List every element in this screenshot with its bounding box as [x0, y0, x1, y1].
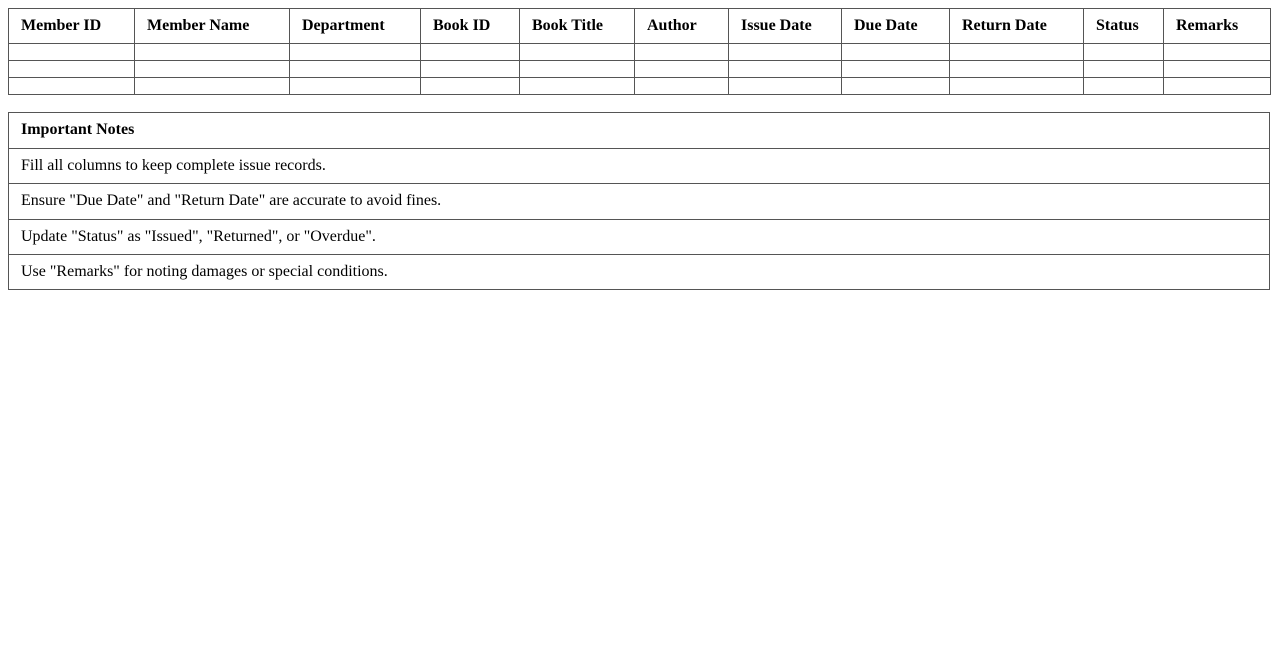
column-header-status: Status [1083, 7, 1164, 45]
note-text: Use "Remarks" for noting damages or spec… [8, 253, 1270, 291]
issue-cell [728, 43, 842, 62]
column-header-due-date: Due Date [841, 7, 950, 45]
note-text: Fill all columns to keep complete issue … [8, 147, 1270, 185]
issue-cell [949, 60, 1084, 79]
issue-cell [634, 60, 729, 79]
issue-cell [289, 77, 421, 96]
column-header-remarks: Remarks [1163, 7, 1271, 45]
column-header-book-id: Book ID [420, 7, 520, 45]
issue-cell [949, 77, 1084, 96]
issue-cell [519, 43, 635, 62]
issue-cell [1163, 60, 1271, 79]
issue-cell [728, 60, 842, 79]
notes-table-body: Fill all columns to keep complete issue … [8, 147, 1270, 291]
column-header-member-id: Member ID [8, 7, 135, 45]
issue-cell [949, 43, 1084, 62]
book-issue-table: Member ID Member Name Department Book ID Boo… [8, 7, 1271, 96]
issue-cell [420, 43, 520, 62]
note-row: Fill all columns to keep complete issue … [8, 147, 1270, 185]
column-header-author: Author [634, 7, 729, 45]
issue-cell [134, 43, 290, 62]
issue-cell [289, 43, 421, 62]
issue-cell [289, 60, 421, 79]
note-text: Update "Status" as "Issued", "Returned",… [8, 218, 1270, 255]
issue-cell [634, 77, 729, 96]
issue-cell [134, 77, 290, 96]
column-header-department: Department [289, 7, 421, 45]
issue-table-empty-row [8, 77, 1271, 96]
issue-table-empty-row [8, 43, 1271, 62]
issue-cell [519, 77, 635, 96]
issue-cell [134, 60, 290, 79]
issue-table-body [8, 43, 1271, 96]
column-header-return-date: Return Date [949, 7, 1084, 45]
issue-cell [728, 77, 842, 96]
issue-cell [420, 77, 520, 96]
issue-cell [1083, 60, 1164, 79]
note-text: Ensure "Due Date" and "Return Date" are … [8, 183, 1270, 220]
issue-cell [8, 77, 135, 96]
column-header-book-title: Book Title [519, 7, 635, 45]
issue-cell [1083, 43, 1164, 62]
issue-cell [8, 43, 135, 62]
issue-cell [1163, 43, 1271, 62]
issue-table-empty-row [8, 60, 1271, 79]
note-row: Ensure "Due Date" and "Return Date" are … [8, 183, 1270, 220]
issue-cell [8, 60, 135, 79]
notes-header: Important Notes [8, 112, 1270, 149]
issue-cell [420, 60, 520, 79]
issue-cell [1163, 77, 1271, 96]
note-row: Update "Status" as "Issued", "Returned",… [8, 218, 1270, 255]
issue-cell [1083, 77, 1164, 96]
column-header-issue-date: Issue Date [728, 7, 842, 45]
important-notes-table: Important Notes Fill all columns to keep… [8, 112, 1270, 291]
issue-cell [519, 60, 635, 79]
issue-cell [841, 60, 950, 79]
issue-cell [634, 43, 729, 62]
issue-table-header-row: Member ID Member Name Department Book ID Boo… [8, 7, 1271, 45]
column-header-member-name: Member Name [134, 7, 290, 45]
notes-header-row: Important Notes [8, 112, 1270, 149]
issue-cell [841, 43, 950, 62]
note-row: Use "Remarks" for noting damages or spec… [8, 253, 1270, 291]
issue-cell [841, 77, 950, 96]
